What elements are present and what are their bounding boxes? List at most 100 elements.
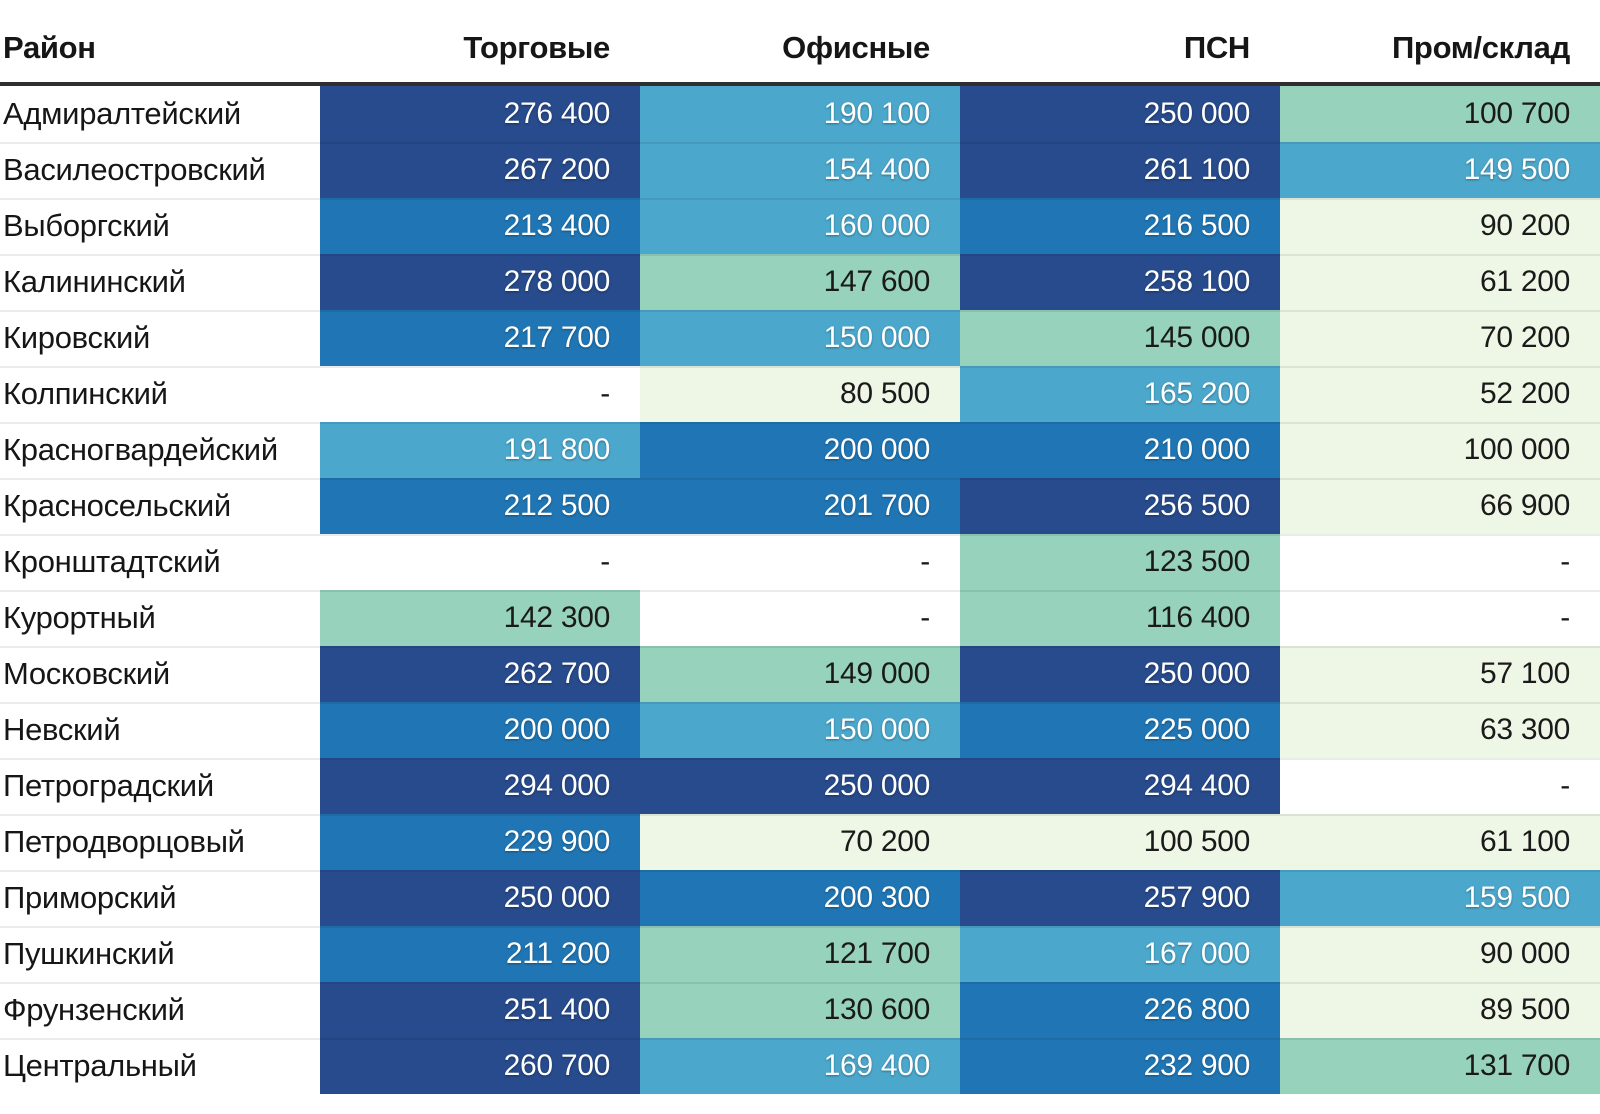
heatmap-cell: 131 700 [1280, 1038, 1600, 1094]
heatmap-cell: 200 000 [320, 702, 640, 758]
heatmap-cell: 217 700 [320, 310, 640, 366]
heatmap-cell: - [640, 534, 960, 590]
table-row: Пушкинский 211 200 121 700 167 000 90 00… [0, 926, 1600, 982]
heatmap-cell: 159 500 [1280, 870, 1600, 926]
table-header-row: Район Торговые Офисные ПСН Пром/склад [0, 0, 1600, 86]
heatmap-cell: 90 200 [1280, 198, 1600, 254]
heatmap-cell: 212 500 [320, 478, 640, 534]
district-label: Красносельский [0, 478, 320, 534]
table-row: Василеостровский 267 200 154 400 261 100… [0, 142, 1600, 198]
district-label: Кировский [0, 310, 320, 366]
heatmap-cell: 150 000 [640, 310, 960, 366]
table-body: Адмиралтейский 276 400 190 100 250 000 1… [0, 86, 1600, 1094]
heatmap-cell: 258 100 [960, 254, 1280, 310]
heatmap-cell: 210 000 [960, 422, 1280, 478]
heatmap-cell: 142 300 [320, 590, 640, 646]
district-label: Василеостровский [0, 142, 320, 198]
heatmap-cell: 63 300 [1280, 702, 1600, 758]
district-label: Калининский [0, 254, 320, 310]
table-row: Красногвардейский 191 800 200 000 210 00… [0, 422, 1600, 478]
heatmap-cell: - [640, 590, 960, 646]
heatmap-cell: 213 400 [320, 198, 640, 254]
heatmap-cell: 191 800 [320, 422, 640, 478]
column-header-office: Офисные [782, 30, 930, 65]
heatmap-cell: 145 000 [960, 310, 1280, 366]
district-label: Петродворцовый [0, 814, 320, 870]
heatmap-cell: 61 100 [1280, 814, 1600, 870]
table-row: Выборгский 213 400 160 000 216 500 90 20… [0, 198, 1600, 254]
table-row: Красносельский 212 500 201 700 256 500 6… [0, 478, 1600, 534]
district-label: Колпинский [0, 366, 320, 422]
heatmap-cell: - [1280, 758, 1600, 814]
district-label: Выборгский [0, 198, 320, 254]
heatmap-cell: 90 000 [1280, 926, 1600, 982]
column-header-district: Район [3, 30, 96, 65]
table-row: Кронштадтский - - 123 500 - [0, 534, 1600, 590]
heatmap-cell: 116 400 [960, 590, 1280, 646]
heatmap-cell: 262 700 [320, 646, 640, 702]
district-label: Кронштадтский [0, 534, 320, 590]
table-row: Колпинский - 80 500 165 200 52 200 [0, 366, 1600, 422]
heatmap-cell: 52 200 [1280, 366, 1600, 422]
table-row: Курортный 142 300 - 116 400 - [0, 590, 1600, 646]
table-row: Кировский 217 700 150 000 145 000 70 200 [0, 310, 1600, 366]
heatmap-cell: 123 500 [960, 534, 1280, 590]
heatmap-cell: 149 500 [1280, 142, 1600, 198]
heatmap-cell: 226 800 [960, 982, 1280, 1038]
heatmap-cell: 250 000 [640, 758, 960, 814]
district-label: Приморский [0, 870, 320, 926]
heatmap-cell: 201 700 [640, 478, 960, 534]
heatmap-cell: 229 900 [320, 814, 640, 870]
heatmap-cell: 130 600 [640, 982, 960, 1038]
heatmap-cell: 150 000 [640, 702, 960, 758]
heatmap-cell: 121 700 [640, 926, 960, 982]
heatmap-cell: 276 400 [320, 86, 640, 142]
heatmap-cell: 160 000 [640, 198, 960, 254]
heatmap-cell: 250 000 [960, 86, 1280, 142]
heatmap-cell: 57 100 [1280, 646, 1600, 702]
district-label: Красногвардейский [0, 422, 320, 478]
heatmap-cell: 100 700 [1280, 86, 1600, 142]
district-label: Московский [0, 646, 320, 702]
table-row: Адмиралтейский 276 400 190 100 250 000 1… [0, 86, 1600, 142]
heatmap-cell: 61 200 [1280, 254, 1600, 310]
heatmap-cell: 261 100 [960, 142, 1280, 198]
heatmap-cell: 149 000 [640, 646, 960, 702]
heatmap-cell: 200 300 [640, 870, 960, 926]
district-label: Пушкинский [0, 926, 320, 982]
heatmap-cell: 251 400 [320, 982, 640, 1038]
table-row: Приморский 250 000 200 300 257 900 159 5… [0, 870, 1600, 926]
heatmap-cell: 147 600 [640, 254, 960, 310]
district-label: Невский [0, 702, 320, 758]
heatmap-cell: 257 900 [960, 870, 1280, 926]
heatmap-cell: 216 500 [960, 198, 1280, 254]
table-row: Фрунзенский 251 400 130 600 226 800 89 5… [0, 982, 1600, 1038]
table-row: Невский 200 000 150 000 225 000 63 300 [0, 702, 1600, 758]
heatmap-cell: 80 500 [640, 366, 960, 422]
heatmap-cell: 167 000 [960, 926, 1280, 982]
table-row: Московский 262 700 149 000 250 000 57 10… [0, 646, 1600, 702]
heatmap-cell: 66 900 [1280, 478, 1600, 534]
heatmap-cell: - [1280, 590, 1600, 646]
heatmap-cell: 190 100 [640, 86, 960, 142]
district-label: Центральный [0, 1038, 320, 1094]
heatmap-cell: 278 000 [320, 254, 640, 310]
district-label: Фрунзенский [0, 982, 320, 1038]
heatmap-cell: 294 400 [960, 758, 1280, 814]
district-label: Адмиралтейский [0, 86, 320, 142]
heatmap-cell: 70 200 [640, 814, 960, 870]
heatmap-cell: 294 000 [320, 758, 640, 814]
column-header-industrial: Пром/склад [1391, 30, 1570, 65]
table-row: Петродворцовый 229 900 70 200 100 500 61… [0, 814, 1600, 870]
district-label: Курортный [0, 590, 320, 646]
heatmap-cell: 211 200 [320, 926, 640, 982]
heatmap-cell: 260 700 [320, 1038, 640, 1094]
table-row: Калининский 278 000 147 600 258 100 61 2… [0, 254, 1600, 310]
heatmap-cell: 100 000 [1280, 422, 1600, 478]
heatmap-cell: 100 500 [960, 814, 1280, 870]
table-row: Центральный 260 700 169 400 232 900 131 … [0, 1038, 1600, 1094]
heatmap-cell: 200 000 [640, 422, 960, 478]
heatmap-cell: - [320, 366, 640, 422]
column-header-retail: Торговые [463, 30, 610, 65]
